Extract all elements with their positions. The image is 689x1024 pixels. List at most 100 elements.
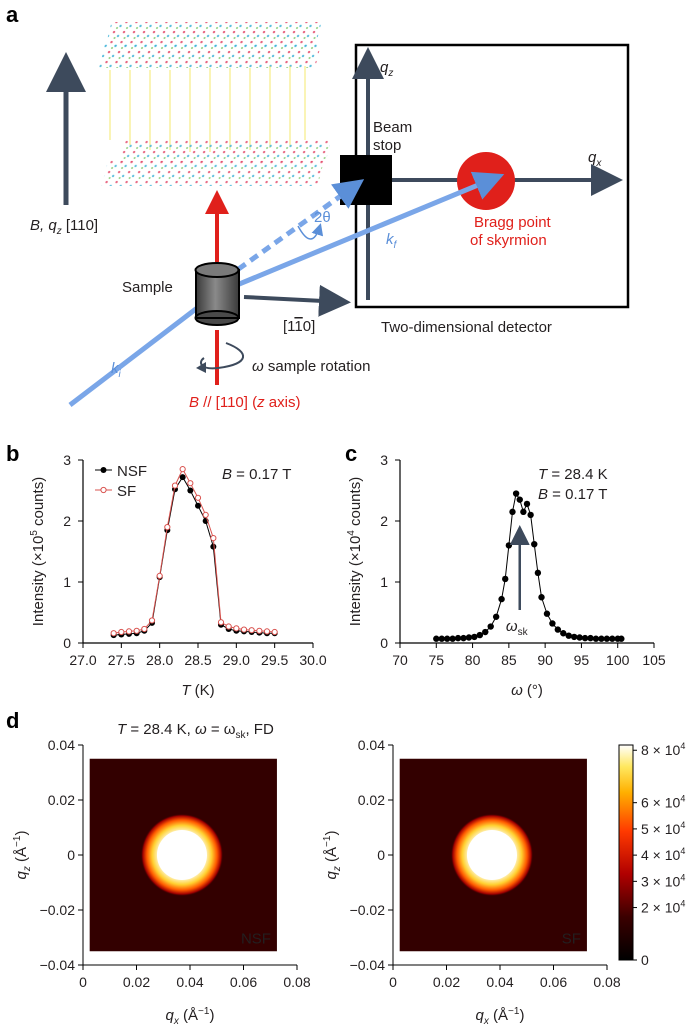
data-point-nsf [187,487,194,494]
annotation-temperature-val: = 28.4 K [547,466,607,483]
y-tick-label: 0 [63,635,71,651]
x-axis-label-exp: −1 [198,1006,210,1017]
data-point [498,595,505,603]
detector-label: Two-dimensional detector [381,319,552,336]
y-tick-label: 0.04 [48,737,75,753]
colorbar-tick-exponent: 4 [680,846,685,856]
panel-d-title: T = 28.4 K, ω = ωsk, FD [117,721,274,741]
y-axis-label-close: ) [323,831,340,836]
x-tick-label: 100 [606,652,630,668]
x-tick-label: 90 [537,652,553,668]
x-tick-label: 70 [392,652,408,668]
scattered-beam-kf [219,171,505,295]
y-axis-label-end: counts) [347,477,364,530]
data-point-nsf [210,543,217,550]
data-point [603,635,611,642]
data-point [534,569,542,577]
direction-label: [110] [283,318,315,335]
sample-label: Sample [122,279,173,296]
data-point-nsf [195,502,201,509]
y-tick-label: −0.02 [350,902,386,918]
direct-beam-dashed [224,179,365,281]
colorbar-tick-label: 8 × 104 [641,741,685,758]
field-direction-label: B // [110] (z axis) [189,394,300,411]
sample-cylinder [194,262,240,326]
data-point-sf [110,630,117,637]
data-point [592,635,600,642]
x-tick-label: 0.04 [176,974,203,990]
x-tick-label: 27.0 [69,652,96,668]
x-axis-label-close: ) [209,1007,214,1024]
data-point-sf [240,626,248,633]
data-point-sf [187,480,194,487]
x-tick-label: 105 [642,652,666,668]
data-point-sf [225,623,232,630]
x-axis-label-sub: x [173,1016,180,1024]
data-point-sf [164,524,171,531]
x-axis-label-sub: x [483,1016,490,1024]
x-tick-label: 30.0 [299,652,326,668]
x-tick-label: 29.0 [223,652,250,668]
data-point-sf [141,625,148,633]
x-tick-label: 75 [428,652,444,668]
data-point-sf [256,627,263,634]
y-tick-label: 0 [377,847,385,863]
data-point-sf [194,494,202,501]
data-point [465,634,473,641]
data-point-sf [271,628,278,636]
annotation-temperature: T = 28.4 K [538,466,608,483]
x-tick-label: 80 [465,652,481,668]
bragg-label-2: of skyrmion [470,232,547,249]
x-tick-label: 0.04 [486,974,513,990]
y-tick-label: 3 [380,452,388,468]
y-axis-label-exp: 4 [346,530,357,536]
data-point-sf [217,619,225,626]
omega-sk-label-sub: sk [518,627,529,638]
data-point-sf [125,628,133,635]
data-point-sf [171,482,179,489]
colorbar-tick-mantissa: 6 × 10 [641,795,681,811]
data-point-sf [179,466,186,473]
heatmap-label: NSF [241,930,271,947]
x-axis-label-var: q [476,1007,485,1024]
data-point [454,634,462,642]
data-point [512,490,520,497]
y-axis-label-text: Intensity (×10 [347,536,364,626]
y-axis-label-unit: (Å [13,847,30,866]
colorbar-gradient [618,744,634,961]
y-tick-label: 1 [380,574,388,590]
rotation-label: ω sample rotation [252,358,370,375]
data-point [460,634,467,642]
data-point [492,613,500,620]
data-point [598,635,605,642]
heatmap-nsf: NSF 0 0.02 0.04 0.06 0.08 0.04 0.02 0 −0.02 −0.04 q… [12,737,311,1024]
series-line-nsf [113,476,275,636]
x-tick-label: 0.02 [123,974,150,990]
data-point-sf [263,628,271,635]
bragg-label-1: Bragg point [474,214,552,231]
colorbar-tick-mantissa: 8 × 10 [641,742,681,758]
colorbar-tick-label: 5 × 104 [641,820,685,837]
x-tick-label: 0.02 [433,974,460,990]
y-axis-label-exp: −1 [12,835,23,847]
colorbar-tick-label: 6 × 104 [641,794,685,811]
panel-label-a: a [6,2,19,27]
x-axis-label-var: T [181,682,192,699]
data-point [565,632,572,639]
annotation-field-val: = 0.17 T [548,486,607,503]
series-line-sf [113,468,275,634]
data-point [523,500,531,508]
y-axis-label-var: q [323,870,340,879]
y-axis-label-sub: z [332,866,343,872]
y-tick-label: 0 [67,847,75,863]
colorbar-tick-mantissa: 4 × 10 [641,847,681,863]
data-point [581,634,589,642]
annotation-field: B = 0.17 T [222,466,291,483]
chart-d: NSF 0 0.02 0.04 0.06 0.08 0.04 0.02 0 −0.02 −0.04 q… [12,737,685,1024]
beam-stop [340,155,392,205]
y-tick-label: 0.02 [48,792,75,808]
y-axis-label-exp: −1 [322,835,333,847]
data-point-sf [148,617,156,624]
x-tick-label: 27.5 [108,652,135,668]
